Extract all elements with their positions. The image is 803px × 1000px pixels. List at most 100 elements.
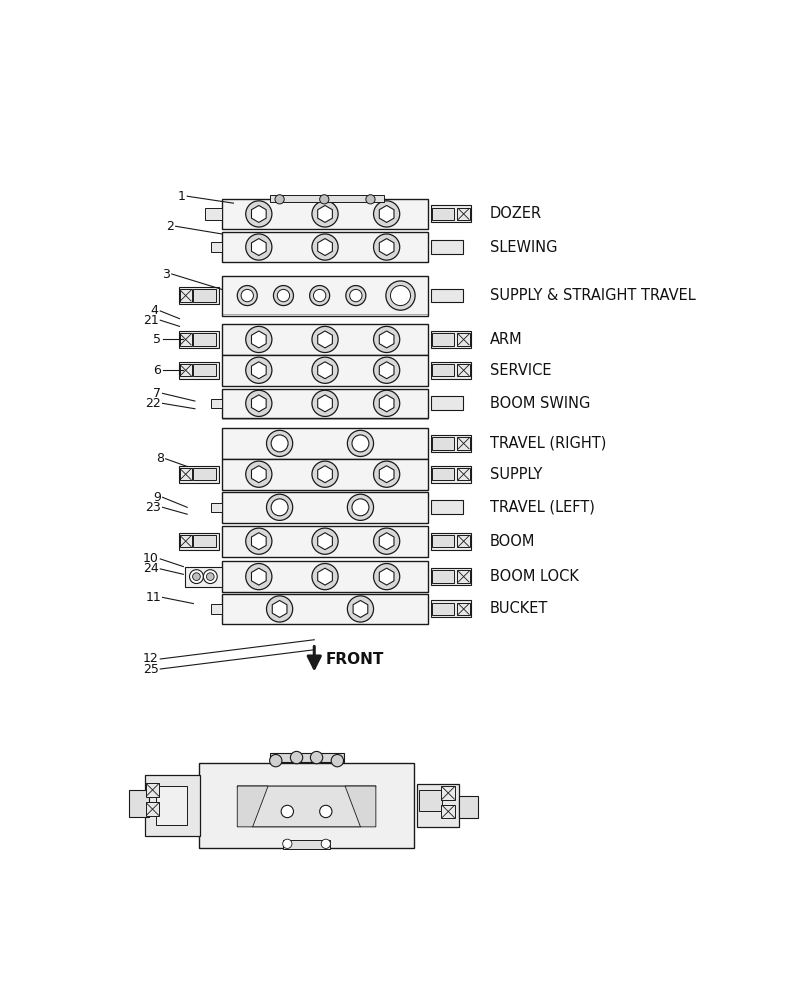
Bar: [193, 333, 215, 346]
Polygon shape: [251, 466, 266, 483]
Bar: [222, 459, 428, 490]
Bar: [145, 802, 159, 816]
Bar: [211, 604, 222, 614]
Circle shape: [312, 564, 338, 590]
Bar: [193, 535, 215, 547]
Bar: [431, 535, 453, 547]
Circle shape: [312, 461, 338, 487]
Circle shape: [269, 754, 282, 767]
Circle shape: [312, 201, 338, 227]
Circle shape: [266, 430, 292, 456]
Circle shape: [266, 596, 292, 622]
Text: 4: 4: [151, 304, 158, 317]
Circle shape: [193, 573, 200, 580]
Bar: [179, 333, 192, 346]
Bar: [178, 466, 218, 483]
Circle shape: [320, 805, 332, 818]
Circle shape: [246, 390, 271, 416]
Bar: [178, 362, 218, 379]
Polygon shape: [251, 395, 266, 412]
Text: 5: 5: [153, 333, 161, 346]
Polygon shape: [237, 786, 267, 827]
Circle shape: [312, 390, 338, 416]
Bar: [459, 796, 478, 818]
Circle shape: [273, 286, 293, 306]
Text: 3: 3: [162, 267, 170, 280]
Text: SLEWING: SLEWING: [489, 240, 556, 255]
Circle shape: [390, 286, 410, 306]
Circle shape: [373, 201, 399, 227]
Polygon shape: [379, 331, 393, 348]
Text: 12: 12: [143, 652, 158, 666]
Bar: [269, 195, 383, 202]
Circle shape: [312, 234, 338, 260]
Bar: [457, 437, 469, 450]
Circle shape: [347, 494, 373, 520]
Bar: [431, 364, 453, 376]
Circle shape: [271, 499, 287, 516]
Text: 23: 23: [145, 501, 161, 514]
Text: 2: 2: [166, 220, 174, 233]
Circle shape: [313, 289, 325, 302]
Circle shape: [271, 435, 287, 452]
Text: FRONT: FRONT: [325, 652, 384, 666]
Text: BUCKET: BUCKET: [489, 601, 548, 616]
Bar: [198, 763, 414, 848]
Bar: [457, 535, 469, 547]
Polygon shape: [344, 786, 375, 827]
Polygon shape: [251, 362, 266, 379]
Text: ARM: ARM: [489, 332, 522, 347]
Text: 7: 7: [153, 387, 161, 400]
Polygon shape: [317, 239, 332, 256]
Bar: [211, 503, 222, 512]
Text: BOOM: BOOM: [489, 534, 535, 549]
Bar: [179, 468, 192, 480]
Text: 8: 8: [156, 452, 164, 465]
Circle shape: [373, 564, 399, 590]
Bar: [179, 289, 192, 302]
Circle shape: [241, 289, 253, 302]
Polygon shape: [317, 362, 332, 379]
Polygon shape: [317, 331, 332, 348]
Bar: [222, 594, 428, 624]
Circle shape: [190, 570, 203, 584]
Bar: [430, 568, 470, 585]
Bar: [222, 276, 428, 316]
Bar: [222, 389, 428, 418]
Circle shape: [373, 390, 399, 416]
Text: 22: 22: [145, 397, 161, 410]
Bar: [145, 774, 200, 836]
Bar: [430, 533, 470, 550]
Bar: [222, 428, 428, 459]
Bar: [269, 753, 343, 762]
Bar: [430, 435, 470, 452]
Bar: [457, 468, 469, 480]
Bar: [431, 468, 453, 480]
Bar: [129, 790, 149, 817]
Polygon shape: [379, 239, 393, 256]
Bar: [430, 500, 463, 514]
Polygon shape: [317, 533, 332, 550]
Bar: [418, 790, 442, 811]
Polygon shape: [251, 533, 266, 550]
Bar: [457, 603, 469, 615]
Polygon shape: [379, 568, 393, 585]
Circle shape: [373, 326, 399, 353]
Polygon shape: [251, 239, 266, 256]
Bar: [205, 208, 222, 220]
Circle shape: [312, 528, 338, 554]
Text: BOOM SWING: BOOM SWING: [489, 396, 589, 411]
Bar: [430, 205, 470, 222]
Circle shape: [246, 461, 271, 487]
Circle shape: [347, 596, 373, 622]
Bar: [441, 786, 454, 800]
Polygon shape: [379, 205, 393, 222]
Circle shape: [246, 326, 271, 353]
Text: 1: 1: [177, 190, 185, 203]
Circle shape: [309, 286, 329, 306]
Bar: [457, 570, 469, 583]
Polygon shape: [379, 466, 393, 483]
Bar: [431, 208, 453, 220]
Polygon shape: [251, 205, 266, 222]
Text: 21: 21: [143, 314, 158, 327]
